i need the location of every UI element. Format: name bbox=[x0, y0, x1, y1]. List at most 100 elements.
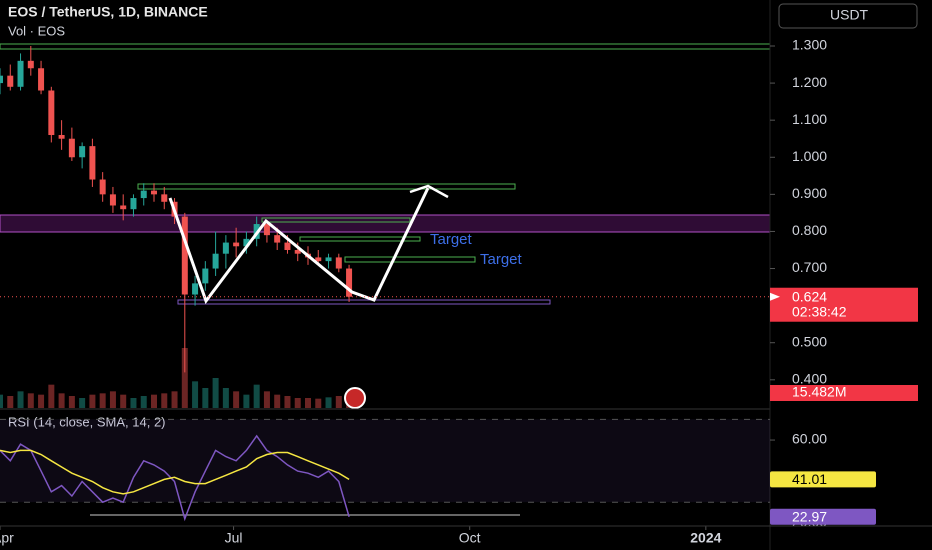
candle-body bbox=[335, 257, 342, 269]
y-tick-label: 0.800 bbox=[792, 222, 827, 238]
volume-bar bbox=[68, 396, 75, 408]
pattern-path bbox=[168, 187, 430, 305]
last-price-box bbox=[770, 287, 918, 322]
volume-bar bbox=[274, 394, 281, 408]
candle-body bbox=[294, 249, 301, 254]
volume-bar bbox=[79, 398, 86, 408]
volume-label: 15.482M bbox=[792, 384, 846, 400]
volume-bar bbox=[27, 393, 34, 408]
volume-bar bbox=[253, 384, 260, 408]
volume-bar bbox=[181, 348, 188, 408]
candle-body bbox=[79, 146, 86, 158]
countdown-label: 02:38:42 bbox=[792, 303, 847, 319]
candle-body bbox=[17, 60, 24, 87]
last-price-label: 0.624 bbox=[792, 288, 827, 304]
volume-bar bbox=[233, 391, 240, 408]
candle-body bbox=[233, 242, 240, 247]
candle-body bbox=[202, 268, 209, 284]
candle-body bbox=[243, 238, 250, 247]
level-box bbox=[344, 256, 476, 263]
y-tick-label: 60.00 bbox=[792, 431, 827, 447]
candle-body bbox=[263, 224, 270, 236]
candle-body bbox=[27, 60, 34, 69]
volume-bar bbox=[305, 398, 311, 408]
candle-body bbox=[151, 190, 157, 195]
candle-body bbox=[68, 138, 75, 158]
flag-icon bbox=[344, 387, 366, 409]
rsi-line bbox=[0, 434, 350, 522]
candle-body bbox=[7, 75, 14, 87]
volume-bar bbox=[151, 394, 157, 408]
y-tick-label: 0.500 bbox=[792, 333, 827, 349]
candle-body bbox=[120, 205, 127, 210]
volume-bar bbox=[192, 381, 199, 408]
level-box bbox=[177, 299, 551, 305]
candle-body bbox=[140, 190, 147, 199]
y-tick-label: 1.200 bbox=[792, 74, 827, 90]
y-tick-label: 0.400 bbox=[792, 371, 827, 387]
last-value-label: 41.01 bbox=[792, 471, 827, 487]
candle-body bbox=[315, 257, 322, 262]
volume-bar bbox=[222, 388, 229, 408]
symbol-title: EOS / TetherUS, 1D, BINANCE bbox=[8, 4, 208, 20]
rsi-title: RSI (14, close, SMA, 14, 2) bbox=[8, 414, 166, 429]
y-tick-label: 0.900 bbox=[792, 185, 827, 201]
level-box bbox=[261, 217, 411, 223]
candle-body bbox=[58, 135, 65, 139]
currency-button[interactable] bbox=[778, 3, 918, 29]
candle-body bbox=[38, 68, 45, 91]
volume-bar bbox=[120, 394, 127, 408]
volume-bar bbox=[294, 398, 301, 408]
candle-body bbox=[346, 268, 353, 297]
volume-bar bbox=[109, 391, 116, 408]
candle-body bbox=[325, 257, 332, 262]
volume-bar bbox=[243, 394, 250, 408]
y-tick-label: 1.100 bbox=[792, 111, 827, 127]
volume-bar bbox=[17, 391, 24, 408]
volume-bar bbox=[99, 393, 106, 408]
y-tick-label: 1.300 bbox=[792, 37, 827, 53]
level-box bbox=[137, 183, 516, 190]
volume-label-box bbox=[770, 385, 918, 401]
volume-bar bbox=[335, 396, 342, 408]
candle-body bbox=[161, 194, 168, 202]
candle-body bbox=[192, 283, 199, 295]
volume-bar bbox=[140, 396, 147, 408]
x-tick-label: 2024 bbox=[690, 530, 721, 546]
candle-body bbox=[89, 146, 96, 180]
candle-body bbox=[0, 75, 3, 84]
candle-body bbox=[109, 194, 116, 206]
x-tick-label: Jul bbox=[225, 530, 243, 546]
volume-bar bbox=[263, 391, 270, 408]
volume-bar bbox=[58, 393, 65, 408]
rsi-band bbox=[0, 419, 770, 503]
volume-bar bbox=[315, 398, 322, 408]
volume-bar bbox=[212, 378, 219, 408]
y-tick-label: 0.700 bbox=[792, 259, 827, 275]
volume-title: Vol · EOS bbox=[8, 23, 65, 38]
volume-bar bbox=[284, 396, 291, 408]
x-tick-label: Apr bbox=[0, 530, 14, 546]
volume-bar bbox=[48, 384, 55, 408]
candle-body bbox=[274, 235, 281, 243]
candle-body bbox=[99, 179, 106, 195]
candle-body bbox=[284, 242, 291, 250]
volume-bar bbox=[130, 398, 137, 408]
volume-bar bbox=[89, 394, 96, 408]
x-tick-label: Oct bbox=[459, 530, 481, 546]
level-box bbox=[299, 236, 421, 242]
candle-body bbox=[48, 90, 55, 136]
annotation: Target bbox=[430, 231, 473, 248]
price-marker bbox=[770, 292, 780, 301]
arrow-head bbox=[409, 184, 449, 199]
volume-bar bbox=[7, 396, 14, 408]
volume-bar bbox=[325, 397, 332, 408]
last-value-box bbox=[770, 471, 876, 488]
y-tick-label: 1.000 bbox=[792, 148, 827, 164]
volume-bar bbox=[161, 393, 168, 408]
currency-label[interactable]: USDT bbox=[830, 7, 869, 23]
volume-bar bbox=[38, 394, 45, 408]
volume-bar bbox=[0, 394, 3, 408]
rsi-line bbox=[0, 449, 350, 495]
